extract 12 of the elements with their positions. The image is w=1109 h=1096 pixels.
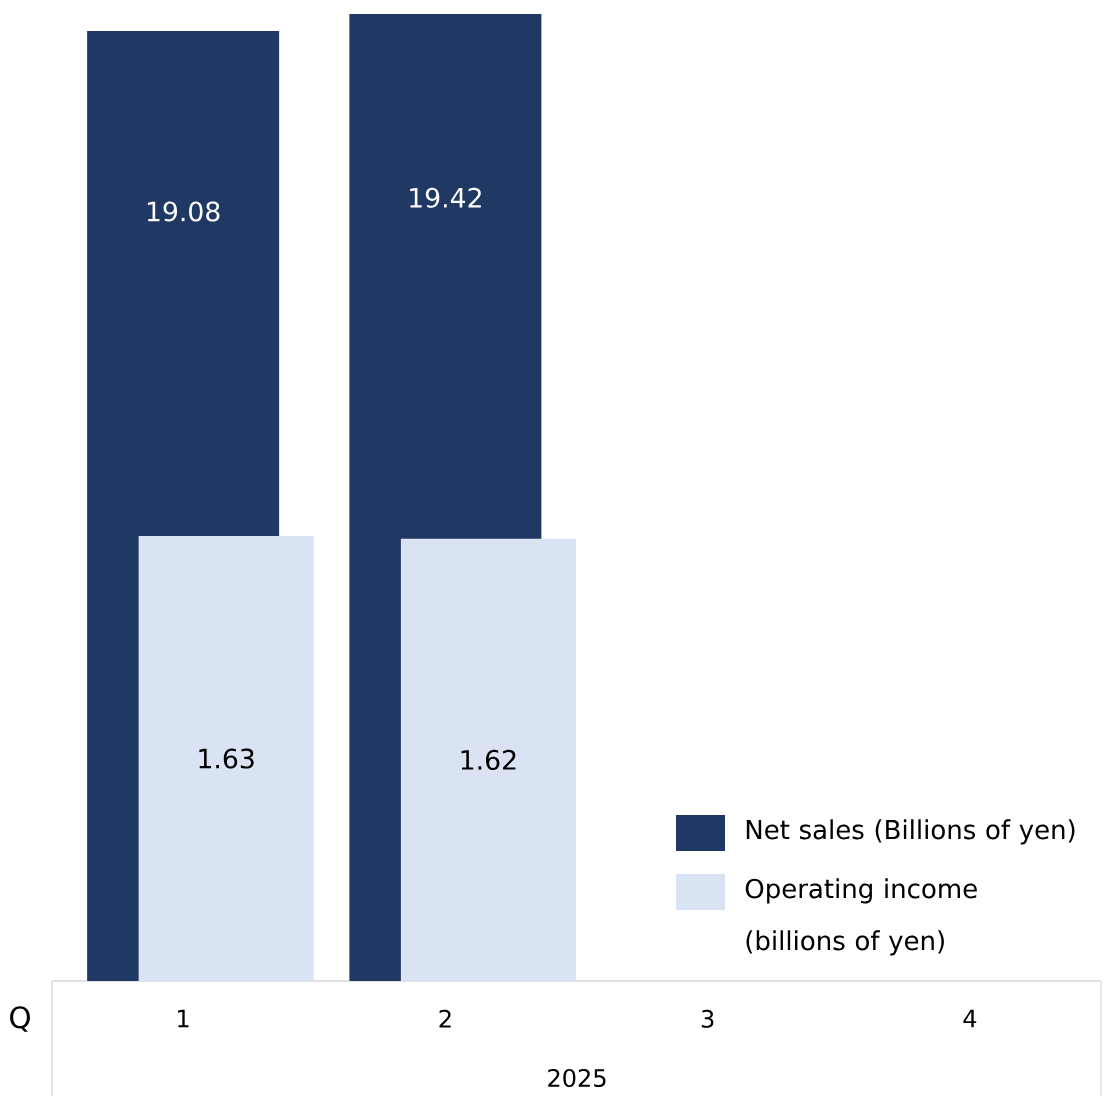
x-tick-label: 3 <box>701 1009 714 1028</box>
x-tick-label: 2 <box>439 1009 451 1028</box>
text: 2025 <box>548 1068 606 1088</box>
legend-label: Operating income (billions of yen) <box>745 878 977 956</box>
data-label: 19.08 <box>147 201 220 222</box>
x-tick-label: 1 <box>178 1009 189 1028</box>
data-label: 1.62 <box>461 749 516 770</box>
data-label: 19.42 <box>410 187 481 208</box>
x-axis-title: Q <box>10 1006 30 1032</box>
x-tick-label: 4 <box>963 1009 977 1028</box>
legend-label: Net sales (Billions of yen) <box>746 819 1075 845</box>
data-label: 1.63 <box>199 748 254 769</box>
